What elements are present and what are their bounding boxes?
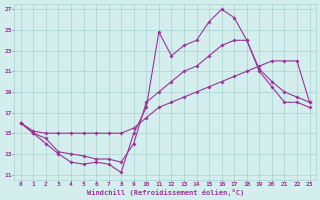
X-axis label: Windchill (Refroidissement éolien,°C): Windchill (Refroidissement éolien,°C) bbox=[86, 189, 244, 196]
